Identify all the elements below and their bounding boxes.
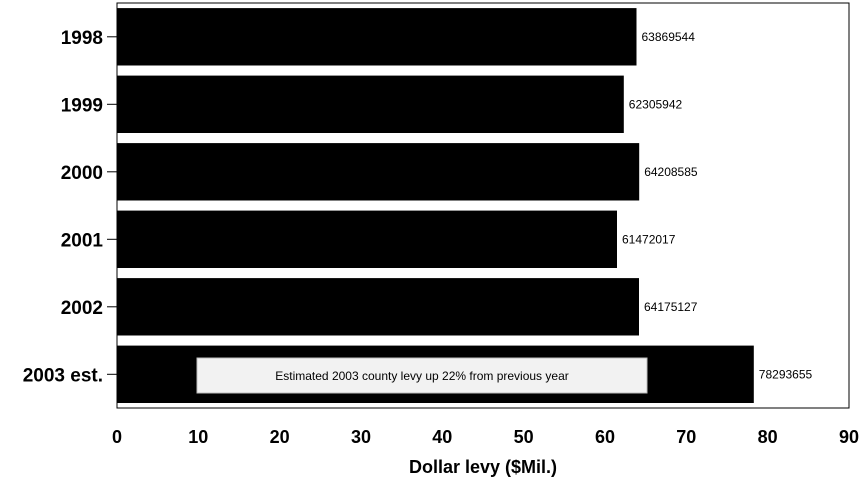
y-tick-label: 2000	[61, 163, 103, 184]
annotation-background	[196, 357, 648, 394]
bar-2002	[117, 278, 639, 336]
x-axis-ticks: 0 10 20 30 40 50 60 70 80 90	[112, 427, 859, 447]
x-tick-label: 40	[432, 427, 452, 447]
x-axis-title: Dollar levy ($Mil.)	[409, 457, 557, 477]
y-tick-label: 1998	[61, 28, 103, 49]
x-tick-label: 80	[758, 427, 778, 447]
x-tick-label: 90	[839, 427, 859, 447]
x-tick-label: 70	[676, 427, 696, 447]
bar-2001	[117, 210, 617, 268]
y-tick-label: 1999	[61, 95, 103, 116]
x-tick-label: 60	[595, 427, 615, 447]
x-tick-label: 10	[188, 427, 208, 447]
bar-1999	[117, 75, 624, 133]
bar-1998	[117, 8, 637, 66]
x-tick-label: 50	[514, 427, 534, 447]
annotation-box: Estimated 2003 county levy up 22% from p…	[196, 357, 648, 394]
plot-area-frame	[116, 2, 850, 409]
data-label: 61472017	[622, 232, 676, 246]
x-tick-label: 20	[270, 427, 290, 447]
x-tick-label: 0	[112, 427, 122, 447]
y-tick-label: 2001	[61, 230, 104, 251]
x-tick-label: 30	[351, 427, 371, 447]
bar-2000	[117, 143, 640, 201]
data-label: 63869544	[642, 30, 696, 44]
data-label: 64208585	[644, 165, 698, 179]
bars-layer: 63869544 62305942 64208585 61472017 64175127…	[117, 8, 813, 403]
data-label: 62305942	[629, 97, 683, 111]
y-tick-label: 2002	[61, 298, 103, 319]
data-label: 64175127	[644, 300, 698, 314]
y-axis-labels: 1998 1999 2000 2001 2002 2003 est.	[23, 28, 117, 386]
y-tick-label: 2003 est.	[23, 365, 103, 386]
data-label: 78293655	[759, 367, 813, 381]
annotation-text: Estimated 2003 county levy up 22% from p…	[275, 369, 568, 383]
